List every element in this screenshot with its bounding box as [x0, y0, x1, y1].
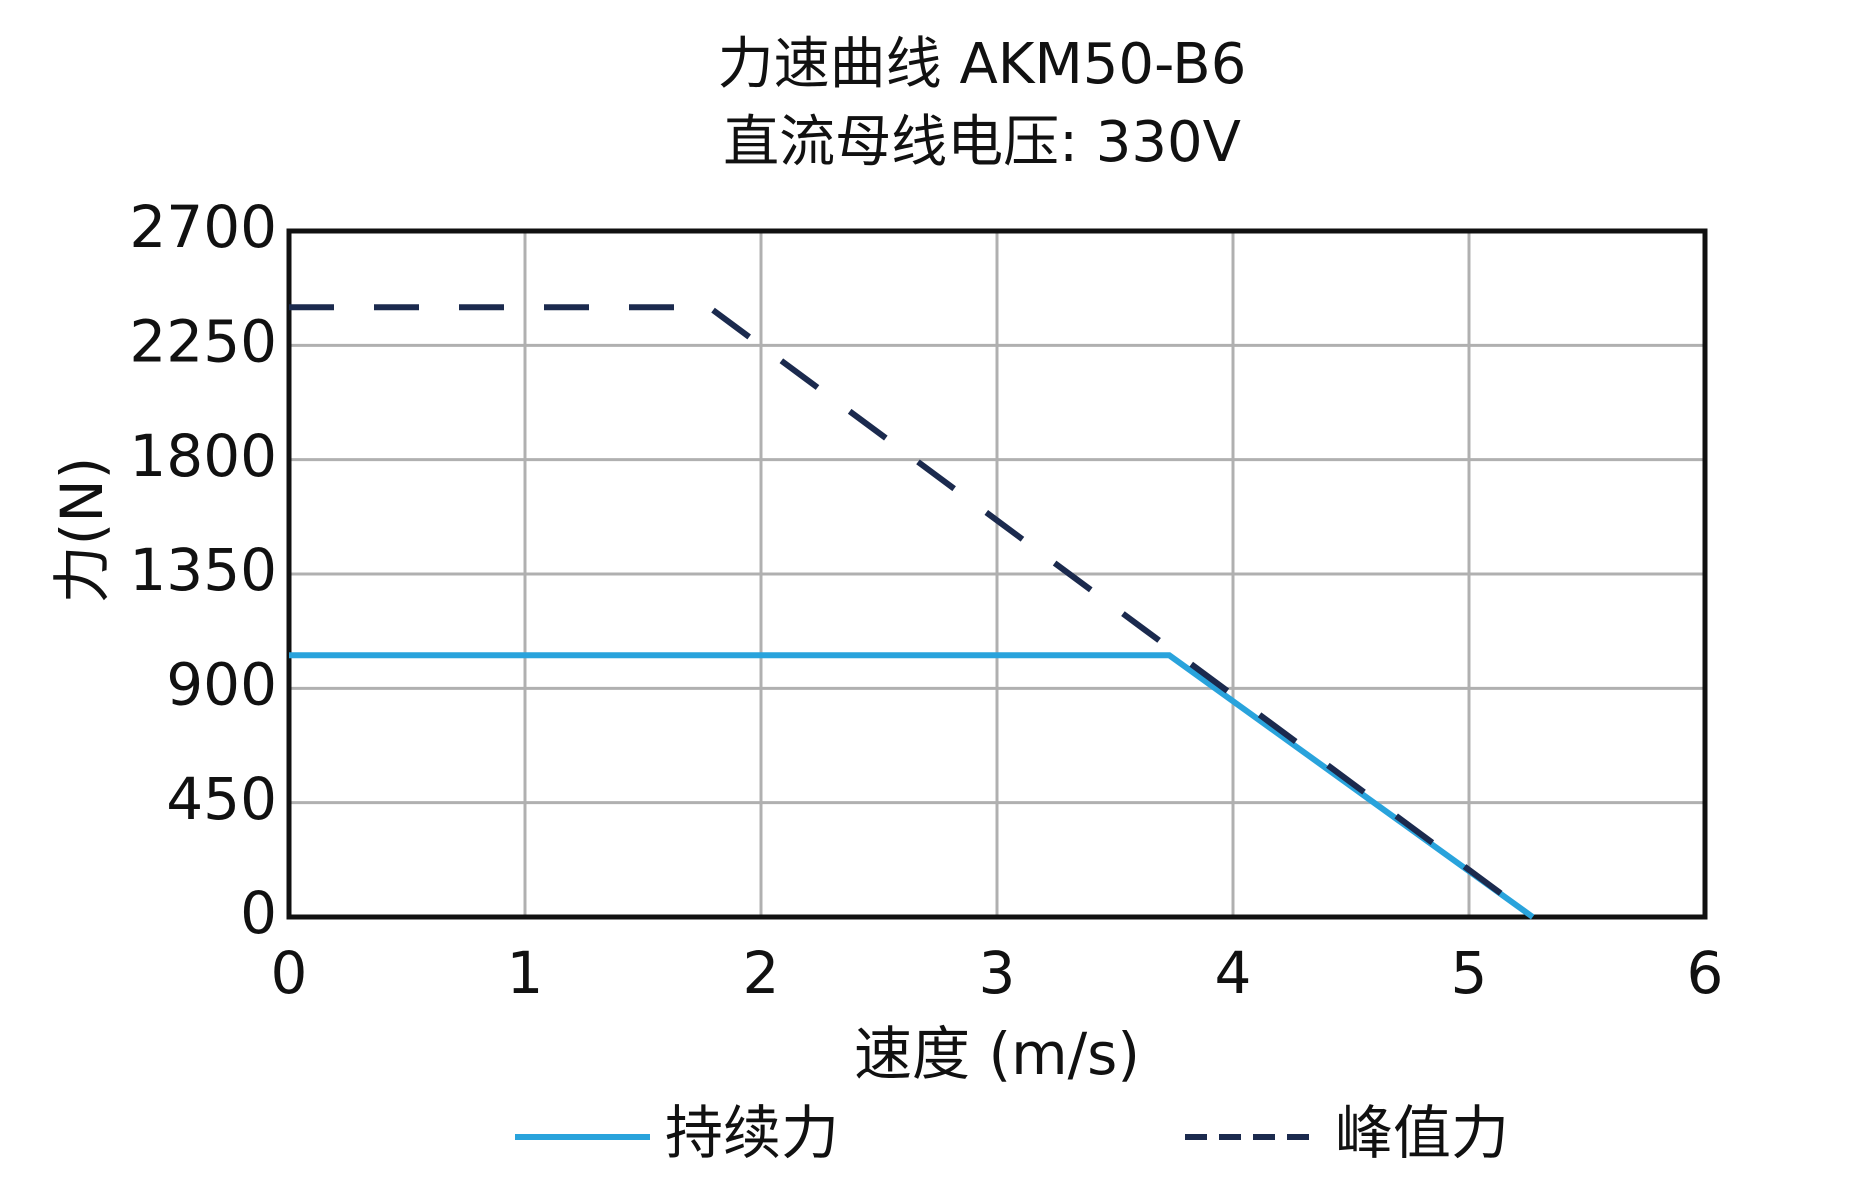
x-tick-label: 4: [1215, 939, 1252, 1007]
x-tick-label: 5: [1451, 939, 1488, 1007]
x-tick-label: 3: [979, 939, 1016, 1007]
legend-label: 持续力: [665, 1099, 839, 1167]
line-series: [289, 652, 1535, 920]
y-tick-label: 0: [240, 879, 277, 947]
y-axis-label: 力(N): [48, 457, 116, 604]
y-tick-label: 900: [166, 650, 277, 718]
y-tick-label: 2700: [129, 193, 277, 261]
x-tick-label: 6: [1687, 939, 1724, 1007]
y-tick-label: 2250: [129, 307, 277, 375]
x-tick-label: 1: [507, 939, 544, 1007]
chart-title: 力速曲线 AKM50-B6: [718, 32, 1247, 97]
legend-label: 峰值力: [1335, 1099, 1509, 1167]
y-tick-label: 1350: [129, 536, 277, 604]
x-tick-label: 2: [743, 939, 780, 1007]
x-tick-label: 0: [271, 939, 308, 1007]
x-axis-label: 速度 (m/s): [854, 1020, 1140, 1088]
chart-subtitle: 直流母线电压: 330V: [723, 110, 1241, 175]
line-series: [289, 304, 1535, 920]
plot-frame: [286, 228, 1708, 920]
y-tick-label: 450: [166, 765, 277, 833]
y-tick-label: 1800: [129, 422, 277, 490]
